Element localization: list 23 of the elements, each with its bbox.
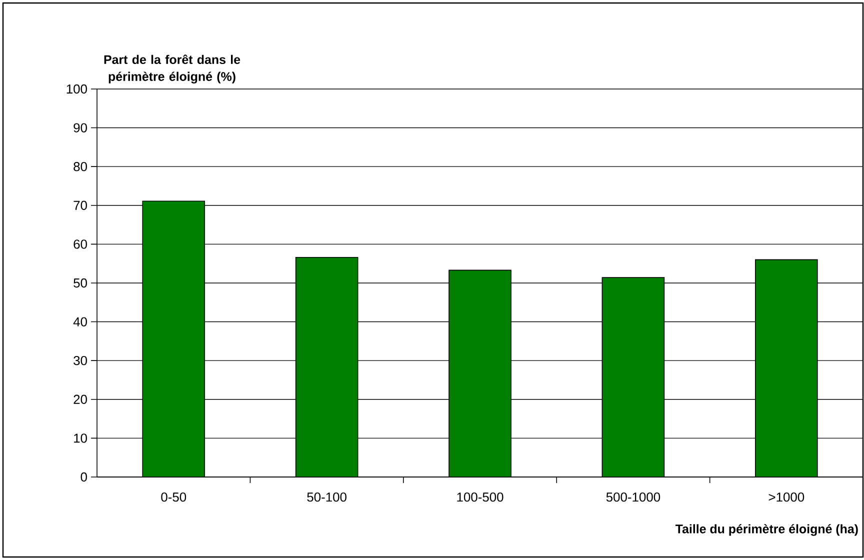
x-tick-label: >1000 <box>768 492 804 502</box>
y-tick-label: 60 <box>74 240 87 249</box>
x-tick-label: 0-50 <box>161 492 186 502</box>
x-tick-label: 50-100 <box>307 492 346 502</box>
y-tick-label: 40 <box>73 317 87 326</box>
x-tick-label: 500-1000 <box>606 492 660 502</box>
y-tick-label: 50 <box>74 278 87 288</box>
y-tick-label: 80 <box>74 162 87 172</box>
y-tick-label: 10 <box>74 434 87 443</box>
bar <box>142 200 206 477</box>
y-tick-label: 0 <box>80 472 87 482</box>
bar <box>295 256 358 477</box>
bar <box>602 277 665 477</box>
bar <box>755 259 818 477</box>
y-tick-label: 90 <box>74 123 87 132</box>
x-axis-title: Taille du périmètre éloigné (ha) <box>675 524 858 536</box>
y-axis-title: Part de la forêt dans le périmètre éloigné (%) <box>104 54 240 84</box>
y-tick-label: 70 <box>74 200 87 210</box>
y-tick-label: 20 <box>74 394 87 404</box>
bar <box>448 270 512 477</box>
y-tick-label: 30 <box>74 356 87 366</box>
x-tick-label: 100-500 <box>457 492 504 502</box>
y-tick-label: 100 <box>66 84 87 94</box>
